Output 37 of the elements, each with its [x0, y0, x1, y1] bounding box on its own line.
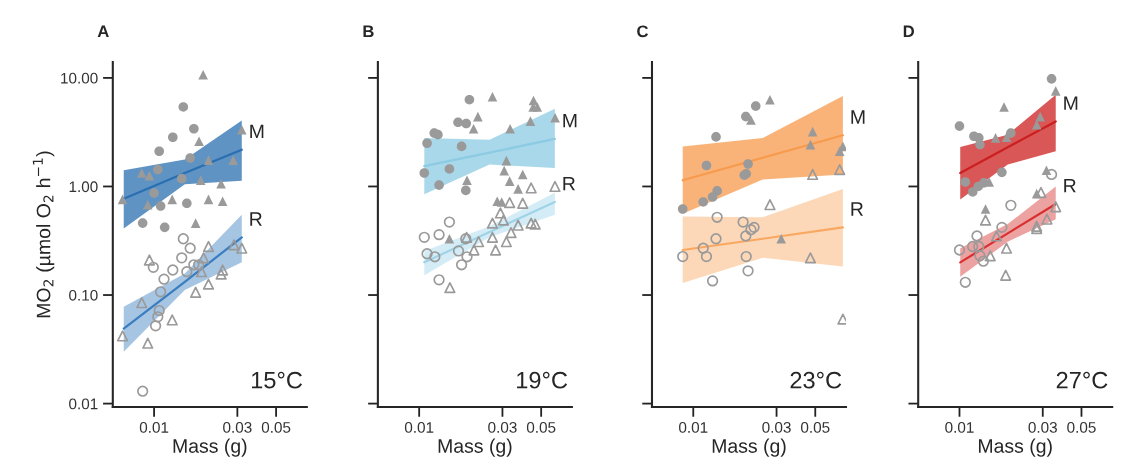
annotation: 23°C	[790, 371, 842, 389]
y-tick-label: 0.10	[69, 289, 98, 301]
x-tick-label: 0.03	[762, 422, 791, 433]
y-axis-title: MO$_{2}$ (µmol O$_{2}$ h$^{−1}$)	[32, 151, 55, 318]
y-tick-label: 0.01	[69, 398, 98, 410]
x-axis-title: Mass (g)	[712, 438, 786, 457]
x-tick-label: 0.03	[223, 422, 252, 433]
x-tick-label: 0.03	[488, 422, 517, 433]
annotation: M	[1064, 96, 1078, 110]
x-tick-label: 0.01	[139, 422, 169, 433]
annotation: R	[250, 212, 262, 226]
x-axis-title: Mass (g)	[173, 438, 247, 457]
x-tick-label: 0.01	[404, 422, 434, 433]
x-tick-label: 0.05	[801, 422, 830, 433]
y-tick-label: 10.00	[61, 72, 98, 84]
annotation: 15°C	[251, 371, 303, 389]
annotation: 27°C	[1056, 371, 1108, 389]
x-axis-title: Mass (g)	[978, 438, 1052, 457]
annotation: M	[563, 113, 577, 128]
x-tick-label: 0.03	[1028, 422, 1057, 433]
text: M	[851, 110, 865, 124]
chart-title: B	[363, 25, 374, 38]
x-tick-label: 0.05	[1067, 422, 1096, 433]
annotation: 19°C	[517, 371, 568, 389]
x-tick-label: 0.01	[945, 422, 974, 433]
x-tick-label: 0.05	[526, 422, 556, 433]
annotation: R	[1064, 178, 1076, 193]
annotation: R	[563, 176, 575, 191]
text: R	[851, 202, 863, 216]
x-axis-title: Mass (g)	[438, 438, 512, 457]
x-tick-label: 0.01	[679, 422, 708, 433]
chart-title: A	[97, 25, 109, 38]
x-tick-label: 0.05	[261, 422, 291, 433]
y-tick-label: 1.00	[69, 181, 98, 193]
annotation: M	[250, 124, 264, 139]
chart-title: C	[637, 25, 649, 38]
chart-title: D	[903, 25, 915, 38]
